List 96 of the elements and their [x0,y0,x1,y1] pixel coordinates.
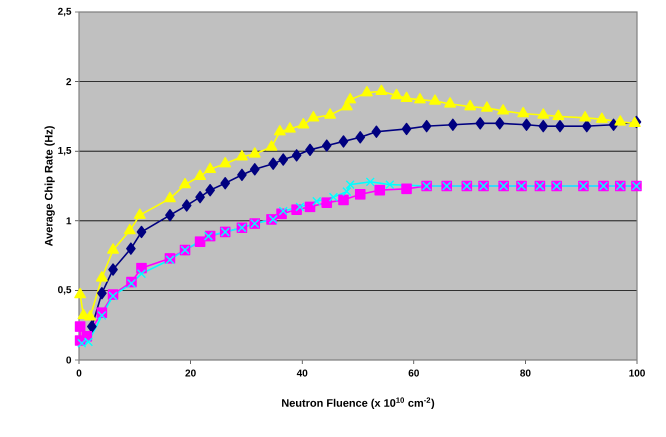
point [355,131,366,144]
point [338,135,348,148]
point [250,163,260,176]
point [126,242,136,255]
point [204,162,216,173]
y-tick-label: 1 [66,217,72,224]
point [628,116,641,128]
point [237,168,247,182]
point [579,111,592,122]
point [278,153,288,166]
point [385,180,394,190]
point [414,92,426,104]
point [448,118,458,131]
y-tick-label: 1,5 [58,146,72,156]
x-tick-label: 60 [408,370,419,377]
point [278,206,288,216]
point [344,92,356,104]
point [268,214,278,224]
point [97,286,107,300]
point [338,194,349,206]
x-axis-title: Neutron Fluence (x 10$^{10}$ cm$^{-2}$) [282,397,434,409]
point [376,84,388,96]
point [596,112,608,123]
x-tick-label: 100 [629,370,645,377]
point [305,144,315,156]
point [164,192,176,202]
point [517,106,530,118]
point [497,104,509,115]
point [444,97,456,108]
point [312,196,322,206]
y-tick-label: 0 [66,356,72,364]
point [107,243,119,254]
point [322,139,332,152]
point [165,209,175,222]
point [552,110,564,120]
point [295,202,305,212]
point [292,149,302,162]
point [124,224,136,234]
y-tick-label: 2 [66,78,72,86]
x-tick-label: 40 [296,370,308,377]
point [429,94,441,105]
point [402,122,412,136]
point [372,126,382,138]
point [194,236,206,247]
point [555,120,565,132]
y-tick-label: 2,5 [58,8,72,16]
x-tick-label: 0 [76,370,82,377]
y-axis-title: Average Chip Rate (Hz) [44,126,55,246]
point [422,120,432,132]
point [401,183,412,194]
point [374,184,386,196]
point [494,117,505,130]
point [307,111,320,122]
point [182,199,192,212]
point [304,202,316,212]
point [248,147,261,158]
point [194,170,206,180]
point [366,177,375,186]
point [220,177,230,190]
point [324,108,336,119]
point [108,263,118,276]
point [136,269,146,278]
point [179,178,191,188]
point [87,320,97,333]
point [321,197,332,208]
point [475,117,486,130]
point [97,310,106,320]
point [400,92,412,102]
point [266,140,278,151]
point [219,157,232,168]
point [134,208,146,219]
point [205,184,215,196]
point [268,158,278,170]
x-tick-label: 80 [520,370,531,377]
point [195,190,205,204]
point [481,101,493,112]
point [537,108,550,119]
point [390,88,402,100]
point [354,189,366,200]
point [614,115,626,126]
point [328,192,338,202]
point [346,180,355,190]
point [522,118,532,131]
point [284,122,296,133]
x-tick-label: 20 [185,370,196,377]
point [136,226,146,238]
point [464,100,476,110]
point [96,271,108,282]
y-tick-label: 0,5 [58,286,72,295]
point [342,186,352,196]
point [538,120,548,132]
point [361,86,373,96]
point [297,118,310,128]
point [74,321,86,332]
point [236,150,248,160]
point [274,125,286,136]
